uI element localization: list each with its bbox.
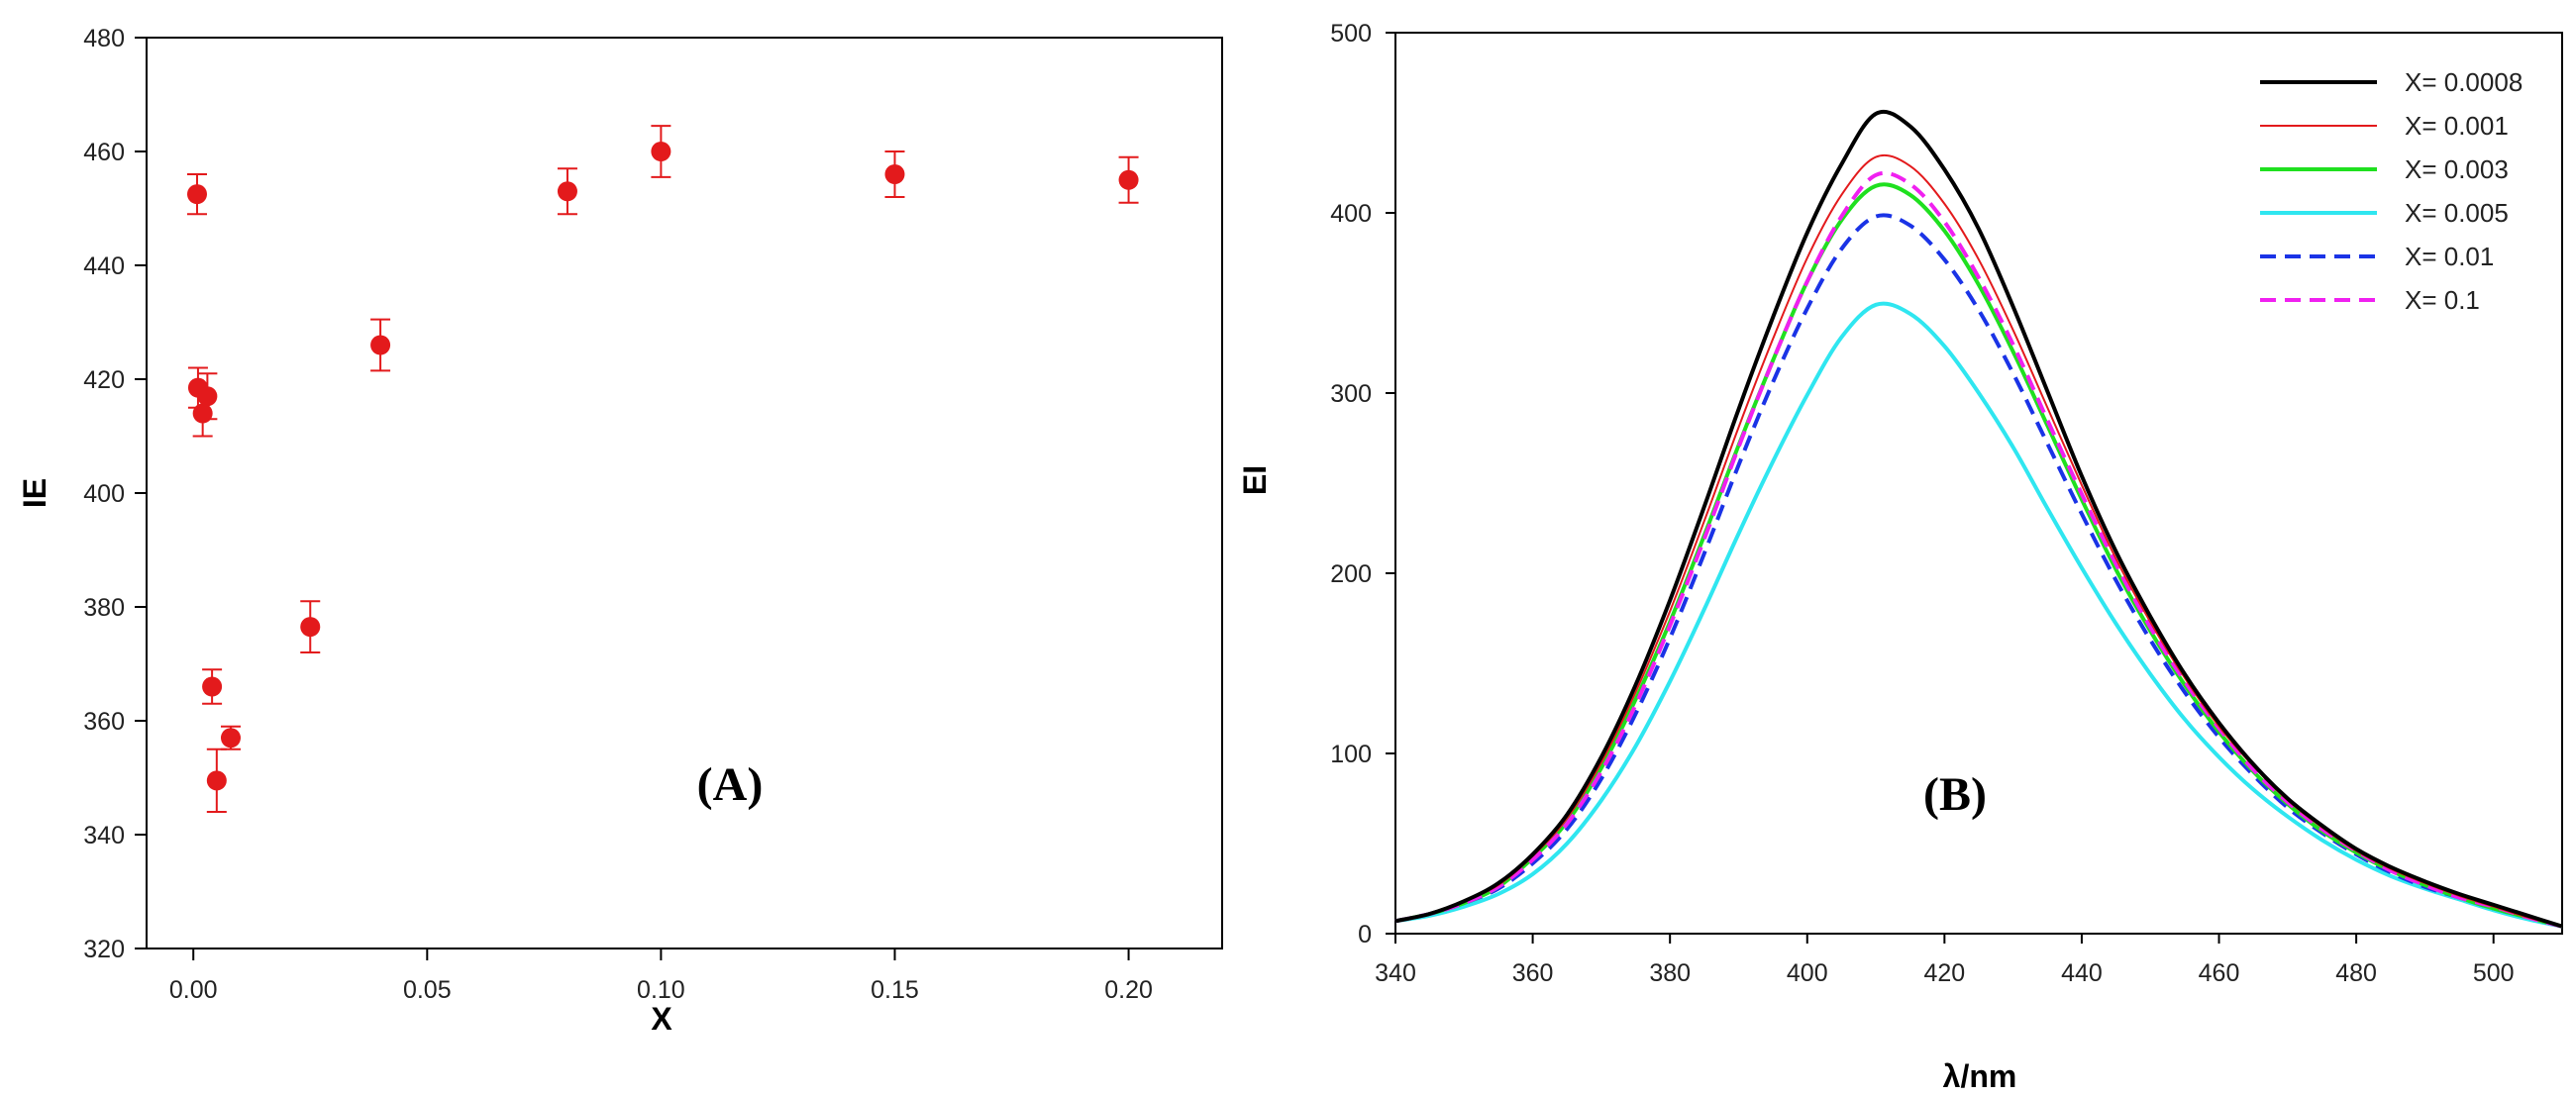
panel-a-marker [884,164,905,184]
panel-b-legend-label: X= 0.003 [2405,154,2509,184]
panel-b-y-tick-label: 200 [1330,560,1372,588]
panel-a-x-tick-label: 0.10 [637,976,685,1004]
panel-b-x-tick-label: 380 [1649,959,1691,987]
panel-a-marker [192,403,213,424]
panel-b-legend-label: X= 0.005 [2405,198,2509,228]
panel-b-x-tick-label: 500 [2473,959,2515,987]
panel-b-legend-entry: X= 0.0008 [2260,67,2523,97]
panel-a-marker [557,181,577,202]
panel-a-label: (A) [697,758,764,811]
panel-b-x-tick-label: 360 [1512,959,1554,987]
panel-a-y-tick-label: 360 [83,708,125,736]
panel-b-y-tick-label: 100 [1330,741,1372,768]
panel-b-legend-entry: X= 0.1 [2260,285,2480,315]
panel-b-x-tick-label: 440 [2061,959,2103,987]
panel-b-legend-label: X= 0.0008 [2405,67,2523,97]
panel-a-y-tick-label: 420 [83,366,125,394]
panel-a-data-point [557,167,577,216]
panel-b-legend-label: X= 0.01 [2405,242,2494,271]
panel-b-series-line [1394,170,2563,929]
panel-a-data-point [206,748,227,813]
panel-b-legend-label: X= 0.1 [2405,285,2480,315]
panel-a-data-point [186,173,207,216]
panel-a-y-axis-label: IE [17,478,52,508]
panel-b-chart: 340 360 380 400 420 440 460 480 500 0 100 200 300 400… [1237,20,2563,1094]
panel-a-y-tick-label: 460 [83,139,125,166]
panel-b-series-line [1394,182,2563,929]
panel-a-marker [202,676,223,697]
panel-a-y-tick-label: 320 [83,936,125,963]
panel-a-data-point [1118,155,1139,204]
panel-a-x-tick-label: 0.15 [871,976,919,1004]
panel-a-data-point [651,125,671,178]
panel-b-y-axis-label: EI [1237,465,1273,495]
panel-b-x-axis-label: λ/nm [1943,1058,2017,1094]
panel-b-legend-label: X= 0.001 [2405,111,2509,141]
panel-b-x-tick-label: 480 [2335,959,2377,987]
panel-a-data-point [202,668,223,705]
panel-a-y-tick-label: 340 [83,822,125,849]
panel-a-marker [300,617,321,638]
panel-a-chart: 0.00 0.05 0.10 0.15 0.20 320 340 360 380 400 420 44… [17,25,1223,1037]
panel-b-x-tick-label: 400 [1787,959,1828,987]
panel-a-marker [197,386,218,407]
panel-a-marker [206,770,227,791]
panel-a-data-point [220,725,241,750]
panel-b-legend-entry: X= 0.003 [2260,154,2509,184]
panel-a-data-point [197,372,218,421]
panel-b-series-line [1394,109,2563,929]
panel-b-plot-frame [1394,32,2563,935]
panel-b-legend-entry: X= 0.01 [2260,242,2494,271]
panel-b-y-tick-label: 0 [1358,921,1372,948]
panel-b-y-tick-label: 300 [1330,380,1372,408]
panel-b-y-tick-label: 500 [1330,20,1372,48]
panel-b-x-tick-label: 340 [1375,959,1416,987]
panel-a-x-axis-label: X [651,1001,672,1037]
panel-a-x-tick-label: 0.05 [403,976,452,1004]
panel-a-y-tick-label: 380 [83,594,125,622]
panel-a-marker [370,335,391,355]
panel-a-x-tick-label: 0.20 [1104,976,1153,1004]
panel-b-y-tick-label: 400 [1330,200,1372,228]
panel-a-data-point [884,150,905,198]
panel-b-label: (B) [1923,768,1987,821]
panel-b-x-tick-label: 420 [1923,959,1965,987]
panel-b-x-tick-label: 460 [2199,959,2240,987]
panel-a-y-tick-label: 440 [83,252,125,280]
panel-a-data-point [370,318,391,372]
panel-b-series-line [1394,301,2563,929]
panel-a-y-tick-label: 480 [83,25,125,52]
panel-a-plot-frame [146,37,1223,949]
panel-a-marker [186,184,207,205]
panel-a-marker [651,142,671,161]
panel-b-legend-entry: X= 0.001 [2260,111,2509,141]
panel-a-marker [220,728,241,749]
panel-a-data-point [300,600,321,653]
panel-a-marker [1118,169,1139,190]
panel-b-legend-entry: X= 0.005 [2260,198,2509,228]
panel-a-y-tick-label: 400 [83,480,125,508]
panel-a-x-tick-label: 0.00 [169,976,218,1004]
panel-b-legend: X= 0.0008 X= 0.001 X= 0.003 X= 0.005 X= 0.01… [2260,67,2523,315]
